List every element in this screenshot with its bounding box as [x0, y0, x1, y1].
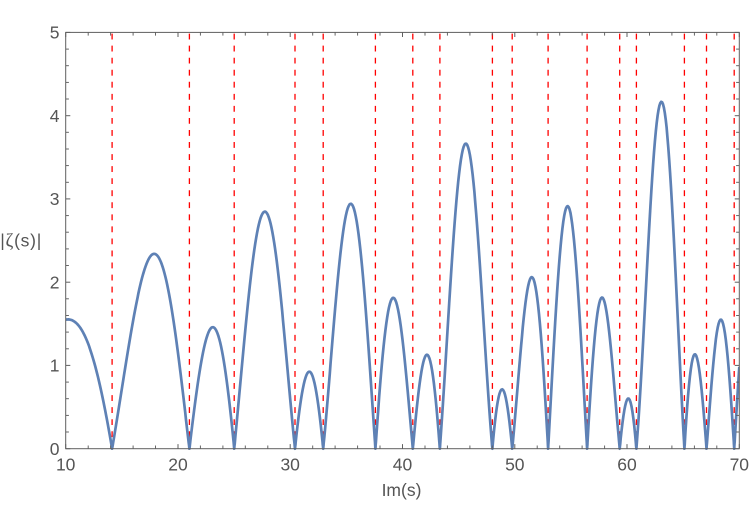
svg-text:5: 5	[50, 23, 60, 43]
svg-text:2: 2	[50, 272, 60, 292]
svg-text:70: 70	[730, 455, 750, 475]
svg-text:20: 20	[168, 455, 188, 475]
svg-text:30: 30	[280, 455, 300, 475]
svg-text:40: 40	[393, 455, 413, 475]
svg-text:|ζ(s)|: |ζ(s)|	[0, 230, 42, 251]
svg-text:10: 10	[56, 455, 76, 475]
svg-text:50: 50	[505, 455, 525, 475]
svg-text:Im(s): Im(s)	[382, 480, 422, 500]
svg-text:3: 3	[50, 189, 60, 209]
svg-text:1: 1	[50, 356, 60, 376]
svg-text:60: 60	[617, 455, 637, 475]
svg-text:4: 4	[50, 106, 60, 126]
svg-text:0: 0	[50, 439, 60, 459]
